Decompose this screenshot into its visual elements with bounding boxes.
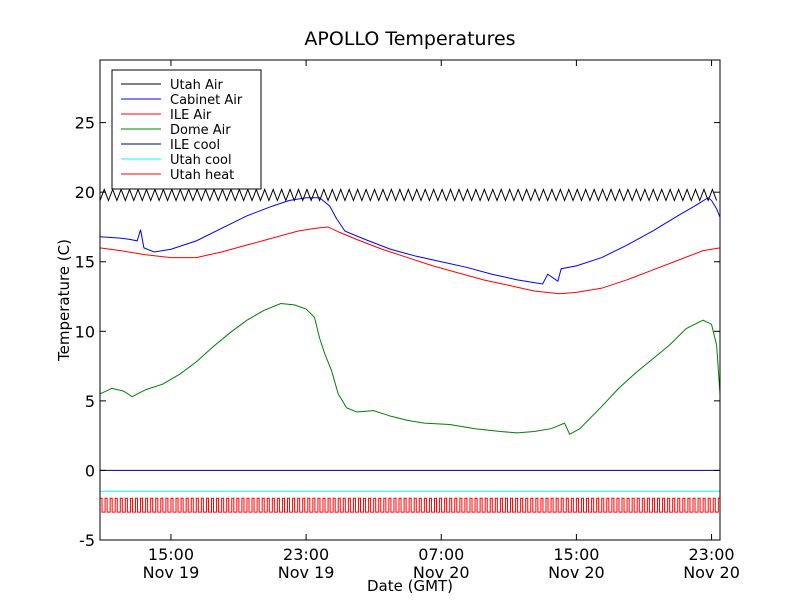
legend-label-utah-air: Utah Air [170, 78, 223, 93]
series-line-dome-air [100, 302, 720, 435]
legend-label-ile-cool: ILE cool [170, 138, 220, 153]
x-tick-label-date: Nov 20 [548, 563, 605, 582]
y-tick-label: 10 [75, 322, 95, 341]
series-line-utah-air [100, 187, 718, 202]
y-tick-label: 0 [85, 461, 95, 480]
x-tick-label-time: 07:00 [418, 545, 464, 564]
x-tick-label-date: Nov 19 [143, 563, 200, 582]
y-tick-label: 25 [75, 114, 95, 133]
x-tick-label-time: 23:00 [283, 545, 329, 564]
legend-label-dome-air: Dome Air [170, 123, 231, 138]
legend-label-utah-heat: Utah heat [170, 168, 234, 183]
chart-title: APOLLO Temperatures [304, 28, 515, 50]
y-tick-label: 20 [75, 183, 95, 202]
x-tick-label-date: Nov 19 [278, 563, 335, 582]
y-tick-label: -5 [79, 531, 95, 550]
legend-label-ile-air: ILE Air [170, 108, 212, 123]
legend-label-utah-cool: Utah cool [170, 153, 232, 168]
x-tick-label-date: Nov 20 [683, 563, 740, 582]
x-tick-label-time: 23:00 [688, 545, 734, 564]
x-axis-label: Date (GMT) [367, 577, 453, 595]
x-tick-label-date: Nov 20 [413, 563, 470, 582]
y-tick-label: 15 [75, 253, 95, 272]
series-line-ile-air [100, 226, 720, 295]
series-layer [100, 187, 720, 513]
x-tick-label-time: 15:00 [148, 545, 194, 564]
series-line-utah-heat [100, 497, 720, 513]
y-axis-label: Temperature (C) [55, 239, 73, 362]
legend-label-cabinet-air: Cabinet Air [170, 93, 243, 108]
x-tick-label-time: 15:00 [553, 545, 599, 564]
plot-frame [99, 59, 721, 541]
y-tick-label: 5 [85, 392, 95, 411]
y-axis: -5 0 5 10 15 20 25 [75, 114, 720, 550]
series-line-cabinet-air [100, 197, 720, 285]
